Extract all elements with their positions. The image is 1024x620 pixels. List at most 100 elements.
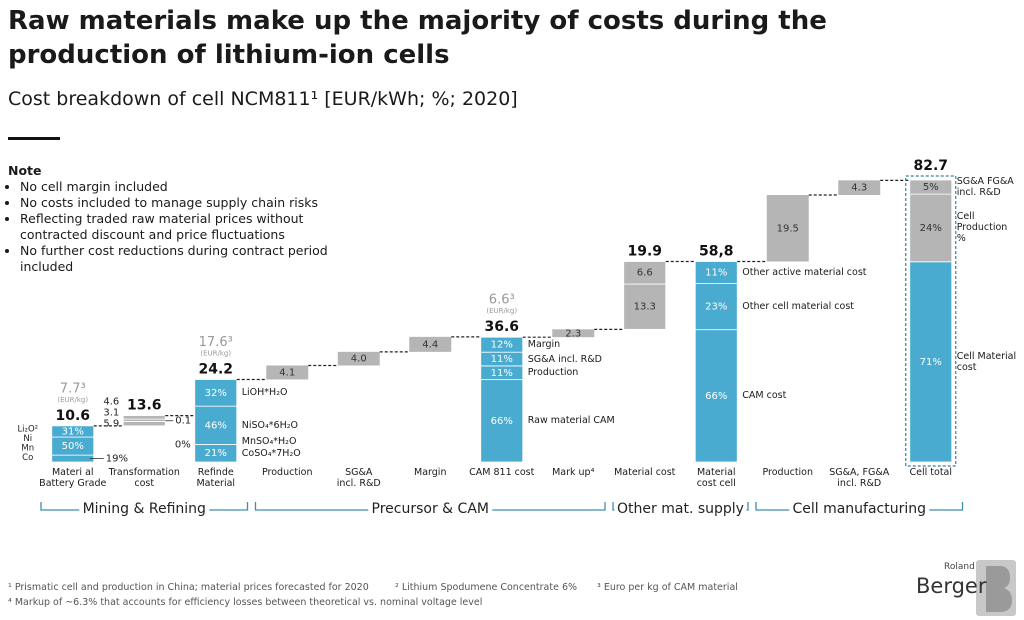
component-label: Ni	[23, 434, 32, 444]
bar-label: 4.0	[351, 354, 367, 365]
x-tick-label: Mark up⁴	[552, 467, 595, 478]
group-label: Precursor & CAM	[368, 501, 492, 517]
total-label: 19.9	[627, 243, 662, 259]
segment-label: 32%	[205, 388, 227, 399]
total-label: 82.7	[913, 158, 948, 174]
bar-segment	[51, 425, 95, 438]
total-label: 13.6	[127, 398, 162, 414]
segment-name: Margin	[527, 339, 561, 351]
bar-segment	[623, 283, 667, 330]
bar-outline	[905, 175, 957, 467]
footnote: ² Lithium Spodumene Concentrate 6%	[395, 582, 578, 593]
price-label: 7.7³	[60, 381, 86, 396]
segment-label: 4.6	[103, 397, 119, 408]
footnote: ⁴ Markup of ~6.3% that accounts for effi…	[8, 597, 483, 608]
chart-title: Raw materials make up the majority of co…	[8, 6, 827, 70]
segment-name: LiOH*H₂O	[241, 387, 288, 399]
x-tick-label: Margin	[414, 467, 447, 478]
segment-name: CAM cost	[742, 390, 787, 402]
segment-name: SG&A FG&A incl. R&D	[956, 176, 1014, 199]
note-box: Note No cell margin included No costs in…	[8, 163, 353, 275]
x-tick-label: CAM 811 cost	[469, 467, 535, 478]
segment-label: 5%	[923, 182, 939, 193]
bar	[266, 365, 309, 380]
segment-label: 21%	[205, 448, 227, 459]
bar-segment	[623, 261, 667, 285]
bar-label: 4.3	[851, 183, 867, 194]
side-note: 0.1	[175, 416, 191, 427]
total-label: 24.2	[198, 361, 233, 377]
component-label: Mn	[21, 443, 34, 453]
segment-label: 31%	[62, 426, 84, 437]
segment-label: 24%	[920, 223, 942, 234]
price-unit: (EUR/kg)	[200, 349, 231, 357]
bar-segment	[480, 336, 524, 353]
group-label: Mining & Refining	[79, 501, 209, 517]
x-tick-label: SG&A incl. R&D	[336, 467, 381, 489]
price-label: 17.6³	[199, 335, 233, 350]
note-item: No costs included to manage supply chain…	[20, 195, 353, 211]
segment-label: 66%	[491, 416, 513, 427]
bar-segment	[194, 379, 238, 407]
segment-label: 11%	[491, 354, 513, 365]
x-tick-label: Cell total	[909, 467, 953, 478]
bar-segment	[694, 329, 738, 463]
bar-label: 4.1	[279, 367, 295, 378]
note-list: No cell margin included No costs include…	[8, 179, 353, 275]
segment-name: CoSO₄*7H₂O	[241, 447, 301, 459]
segment-name: Production	[527, 367, 579, 379]
segment-label: 12%	[491, 340, 513, 351]
price-unit: (EUR/kg)	[57, 396, 88, 404]
segment-label: 13.3	[634, 302, 656, 313]
total-label: 36.6	[484, 319, 519, 335]
bar	[409, 336, 452, 352]
group-label: Other mat. supply	[614, 501, 747, 517]
segment-name: NiSO₄*6H₂O	[241, 419, 299, 431]
segment-label: 50%	[62, 441, 84, 452]
note-item: Reflecting traded raw material prices wi…	[20, 211, 353, 243]
bar-segment	[122, 415, 166, 420]
bar-segment	[694, 261, 738, 284]
segment-name: Cell Production %	[956, 211, 1008, 245]
segment-label: 0%	[175, 439, 191, 450]
segment-label: 6.6	[637, 268, 653, 279]
footnote: ³ Euro per kg of CAM material	[597, 582, 738, 593]
segment-label: 11%	[491, 368, 513, 379]
bar-label: 2.3	[565, 328, 581, 339]
bar	[838, 180, 881, 196]
x-tick-label: Transformation cost	[108, 467, 180, 489]
segment-name: Cell Material cost	[956, 350, 1017, 373]
component-label: Co	[22, 453, 33, 463]
chart-subtitle: Cost breakdown of cell NCM811¹ [EUR/kWh;…	[8, 88, 518, 110]
note-title: Note	[8, 163, 42, 178]
component-label: Li₂O²	[17, 424, 38, 434]
logo-text: Roland	[944, 562, 975, 572]
logo-letter	[986, 566, 1012, 612]
total-label: 10.6	[55, 408, 90, 424]
bar	[766, 195, 809, 262]
segment-label: 46%	[205, 420, 227, 431]
segment-label: 5.9	[103, 419, 119, 430]
bar	[552, 329, 595, 338]
bar-segment	[909, 179, 953, 195]
bar-segment	[194, 405, 238, 445]
x-tick-label: SG&A, FG&A incl. R&D	[829, 467, 890, 489]
bar-segment	[694, 283, 738, 331]
bar-segment	[122, 421, 166, 427]
note-item: No further cost reductions during contra…	[20, 243, 353, 275]
segment-name: SG&A incl. R&D	[527, 353, 602, 365]
x-tick-label: Production	[261, 467, 313, 478]
segment-label: 11%	[705, 268, 727, 279]
title-rule	[8, 137, 60, 140]
total-label: 58,8	[699, 243, 734, 259]
segment-label: 66%	[705, 391, 727, 402]
segment-name: Raw material CAM	[527, 415, 615, 427]
footnote: ¹ Prismatic cell and production in China…	[8, 582, 369, 593]
bar	[337, 351, 380, 366]
bar-segment	[51, 454, 95, 463]
bar-segment	[480, 379, 524, 463]
x-tick-label: Refinde Material	[196, 467, 236, 489]
segment-name: Other active material cost	[742, 267, 867, 279]
